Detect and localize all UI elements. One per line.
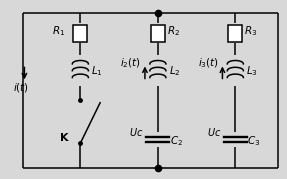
Text: $i_2(t)$: $i_2(t)$ (120, 57, 141, 70)
FancyBboxPatch shape (73, 25, 87, 42)
Text: $U$c: $U$c (129, 125, 144, 138)
Text: $R_1$: $R_1$ (52, 24, 65, 38)
Text: $U$c: $U$c (207, 125, 221, 138)
Text: $i(t)$: $i(t)$ (13, 81, 30, 94)
Text: $R_3$: $R_3$ (245, 24, 258, 38)
Text: $L_1$: $L_1$ (91, 64, 103, 78)
Text: $L_3$: $L_3$ (246, 64, 258, 78)
Text: $L_2$: $L_2$ (169, 64, 180, 78)
Text: $R_2$: $R_2$ (167, 24, 180, 38)
Text: K: K (60, 133, 69, 143)
Text: $C_3$: $C_3$ (247, 134, 261, 148)
FancyBboxPatch shape (228, 25, 242, 42)
FancyBboxPatch shape (151, 25, 165, 42)
Text: $i_3(t)$: $i_3(t)$ (197, 57, 219, 70)
Text: $C_2$: $C_2$ (170, 134, 183, 148)
